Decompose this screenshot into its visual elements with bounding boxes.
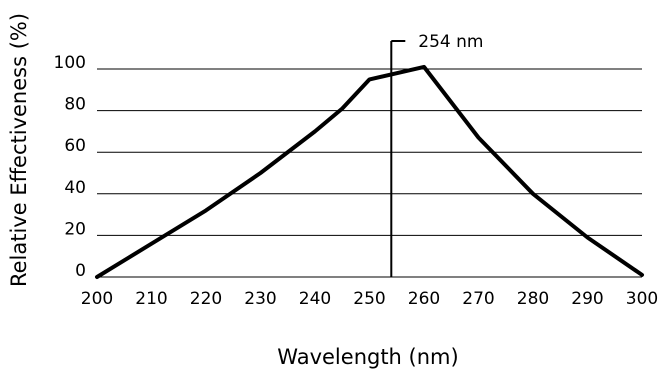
x-tick-label-240: 240 — [299, 289, 331, 309]
x-tick-label-200: 200 — [81, 289, 113, 309]
x-tick-label-290: 290 — [571, 289, 603, 309]
x-tick-label-270: 270 — [462, 289, 494, 309]
y-axis-title: Relative Effectiveness (%) — [7, 13, 31, 287]
y-tick-label-0: 0 — [75, 261, 86, 281]
series-layer — [95, 64, 644, 279]
y-tick-label-40: 40 — [64, 178, 86, 198]
y-tick-label-20: 20 — [64, 219, 86, 239]
x-tick-label-220: 220 — [190, 289, 222, 309]
x-tick-label-280: 280 — [517, 289, 549, 309]
y-axis-tick-labels: 0 20 40 60 80 100 — [54, 53, 86, 281]
annotations-layer: 254 nm — [390, 32, 483, 277]
x-tick-label-260: 260 — [408, 289, 440, 309]
series-line-1 — [95, 64, 644, 279]
x-axis-tick-labels: 200 210 220 230 240 250 260 270 280 290 300 — [81, 289, 658, 309]
x-tick-label-300: 300 — [626, 289, 658, 309]
annotation-label-1: 254 nm — [418, 32, 483, 52]
y-tick-label-60: 60 — [64, 136, 86, 156]
x-axis-title: Wavelength (nm) — [277, 345, 458, 369]
grid-lines — [97, 68, 642, 278]
y-tick-label-100: 100 — [54, 53, 86, 73]
x-tick-label-230: 230 — [244, 289, 276, 309]
x-tick-label-250: 250 — [353, 289, 385, 309]
x-tick-label-210: 210 — [135, 289, 167, 309]
y-tick-label-80: 80 — [64, 95, 86, 115]
